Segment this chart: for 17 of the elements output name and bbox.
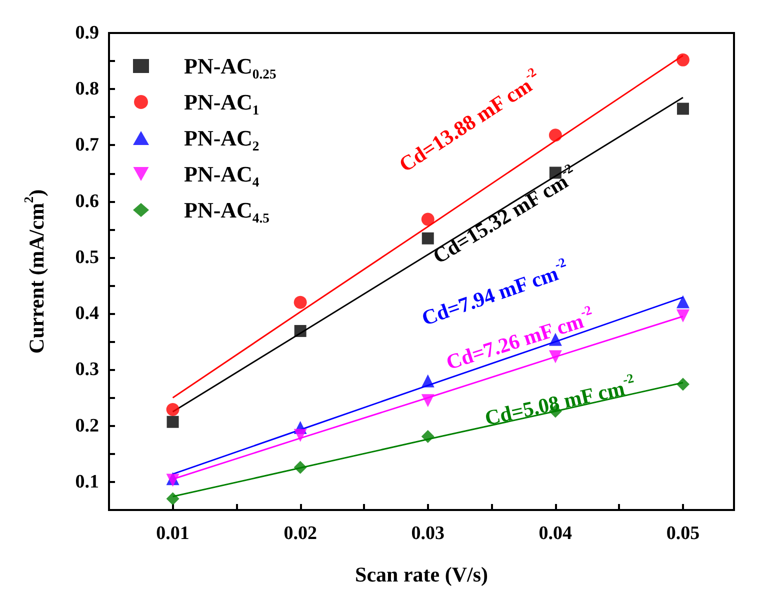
x-tick-label: 0.02 bbox=[284, 523, 317, 544]
y-tick-label: 0.2 bbox=[75, 415, 99, 436]
x-tick-label: 0.05 bbox=[666, 523, 700, 544]
y-tick-label: 0.9 bbox=[75, 22, 99, 44]
x-tick-label: 0.04 bbox=[538, 523, 573, 544]
y-tick-label: 0.1 bbox=[75, 471, 99, 492]
x-tick-label: 0.01 bbox=[156, 523, 190, 544]
annotation: Cd=5.08 mF cm-2 bbox=[482, 370, 636, 430]
x-tick-label: 0.03 bbox=[411, 523, 445, 544]
y-tick-label: 0.5 bbox=[75, 246, 99, 268]
y-axis-title: Current (mA/cm2) bbox=[21, 189, 48, 354]
y-tick-label: 0.6 bbox=[75, 190, 99, 212]
y-tick-label: 0.7 bbox=[75, 134, 100, 156]
y-tick-label: 0.8 bbox=[75, 78, 99, 100]
x-axis-title: Scan rate (V/s) bbox=[355, 562, 488, 586]
y-tick-label: 0.4 bbox=[75, 303, 100, 324]
y-tick-label: 0.3 bbox=[75, 359, 99, 380]
